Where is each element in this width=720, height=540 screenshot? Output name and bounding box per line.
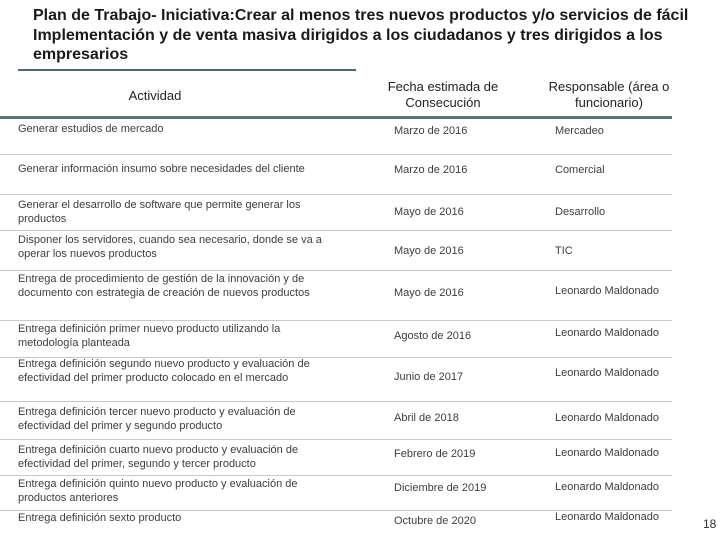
table-row: Entrega definición tercer nuevo producto… bbox=[0, 401, 672, 440]
responsible-cell: Leonardo Maldonado bbox=[555, 447, 659, 459]
table-row: Entrega definición quinto nuevo producto… bbox=[0, 475, 672, 511]
activity-cell: Generar el desarrollo de software que pe… bbox=[18, 199, 301, 225]
table-row: Entrega de procedimiento de gestión de l… bbox=[0, 270, 672, 321]
activity-cell: Entrega definición sexto producto bbox=[18, 512, 182, 524]
activity-cell: Disponer los servidores, cuando sea nece… bbox=[18, 234, 322, 260]
activity-cell: Entrega definición segundo nuevo product… bbox=[18, 358, 310, 384]
responsible-cell: Leonardo Maldonado bbox=[555, 285, 659, 297]
table-row: Entrega definición segundo nuevo product… bbox=[0, 357, 672, 402]
activity-cell: Entrega definición tercer nuevo producto… bbox=[18, 406, 296, 432]
activity-cell: Entrega definición cuarto nuevo producto… bbox=[18, 444, 299, 470]
page-title: Plan de Trabajo- Iniciativa:Crear al men… bbox=[33, 7, 689, 63]
responsible-cell: Comercial bbox=[555, 164, 605, 176]
date-cell: Mayo de 2016 bbox=[394, 245, 464, 257]
table-row: Disponer los servidores, cuando sea nece… bbox=[0, 230, 672, 271]
activity-cell: Generar estudios de mercado bbox=[18, 123, 164, 135]
date-cell: Febrero de 2019 bbox=[394, 448, 476, 460]
responsible-cell: Leonardo Maldonado bbox=[555, 412, 659, 424]
table-row: Generar el desarrollo de software que pe… bbox=[0, 194, 672, 231]
activity-cell: Entrega definición primer nuevo producto… bbox=[18, 323, 281, 349]
date-cell: Diciembre de 2019 bbox=[394, 482, 487, 494]
responsible-cell: Leonardo Maldonado bbox=[555, 327, 659, 339]
table-row: Generar información insumo sobre necesid… bbox=[0, 154, 672, 195]
date-cell: Junio de 2017 bbox=[394, 371, 464, 383]
activity-cell: Entrega definición quinto nuevo producto… bbox=[18, 478, 298, 504]
header-activity: Actividad bbox=[128, 88, 182, 103]
date-cell: Agosto de 2016 bbox=[394, 330, 472, 342]
responsible-cell: Leonardo Maldonado bbox=[555, 367, 659, 379]
activity-cell: Entrega de procedimiento de gestión de l… bbox=[18, 273, 310, 299]
page-number: 18 bbox=[703, 517, 717, 531]
header-date: Fecha estimada de Consecución bbox=[387, 79, 499, 110]
table-row: Generar estudios de mercado Marzo de 2016… bbox=[0, 119, 672, 155]
date-cell: Octubre de 2020 bbox=[394, 515, 476, 527]
title-underline bbox=[18, 69, 356, 71]
date-cell: Mayo de 2016 bbox=[394, 206, 464, 218]
date-cell: Marzo de 2016 bbox=[394, 164, 468, 176]
date-cell: Abril de 2018 bbox=[394, 412, 459, 424]
responsible-cell: Desarrollo bbox=[555, 206, 606, 218]
date-cell: Mayo de 2016 bbox=[394, 287, 464, 299]
table-row: Entrega definición sexto producto Octubre… bbox=[0, 510, 672, 540]
header-divider bbox=[0, 116, 672, 119]
responsible-cell: TIC bbox=[555, 245, 573, 257]
responsible-cell: Leonardo Maldonado bbox=[555, 511, 659, 523]
table-row: Entrega definición cuarto nuevo producto… bbox=[0, 439, 672, 476]
activity-cell: Generar información insumo sobre necesid… bbox=[18, 163, 305, 175]
header-responsible: Responsable (área o funcionario) bbox=[548, 79, 670, 110]
responsible-cell: Mercadeo bbox=[555, 125, 604, 137]
responsible-cell: Leonardo Maldonado bbox=[555, 481, 659, 493]
date-cell: Marzo de 2016 bbox=[394, 125, 468, 137]
table-row: Entrega definición primer nuevo producto… bbox=[0, 320, 672, 358]
